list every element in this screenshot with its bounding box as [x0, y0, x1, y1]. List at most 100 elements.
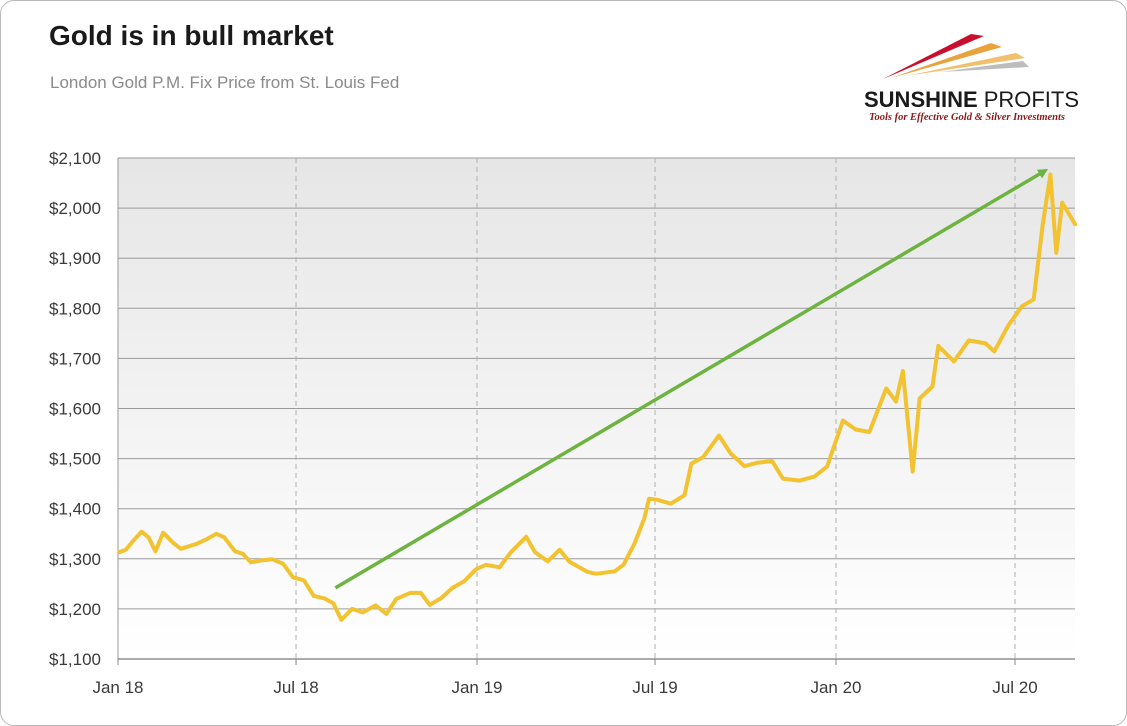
data-point: [332, 602, 335, 605]
data-point: [993, 350, 996, 353]
data-point: [1055, 251, 1058, 254]
y-tick-label: $1,100: [49, 650, 101, 669]
x-tick-label: Jul 19: [632, 678, 677, 697]
data-point: [195, 543, 198, 545]
data-point: [250, 561, 252, 564]
logo-tagline: Tools for Effective Gold & Silver Invest…: [869, 112, 1065, 123]
data-point: [690, 462, 693, 465]
data-point: [937, 345, 940, 347]
y-tick-label: $1,900: [49, 249, 101, 268]
grid: [117, 157, 1075, 660]
data-point: [718, 434, 720, 437]
chart-title: Gold is in bull market: [49, 20, 334, 51]
data-point: [534, 551, 536, 554]
data-point: [730, 452, 732, 455]
data-point: [261, 559, 264, 562]
data-point: [622, 564, 625, 566]
data-point: [1074, 223, 1076, 225]
data-point: [868, 431, 871, 433]
x-axis: Jan 18 Jul 18 Jan 19 Jul 19 Jan 20 Jul 20: [92, 658, 1075, 697]
data-point: [643, 517, 645, 520]
data-point: [885, 387, 887, 390]
logo-wordmark: SUNSHINE PROFITS: [864, 87, 1079, 112]
y-tick-label: $1,400: [49, 500, 101, 519]
data-point: [558, 549, 561, 551]
data-point: [509, 552, 512, 554]
data-point: [1032, 298, 1035, 301]
data-point: [409, 592, 411, 594]
data-point: [125, 549, 127, 551]
data-point: [351, 608, 353, 610]
y-tick-label: $1,800: [49, 299, 101, 318]
data-point: [656, 498, 658, 501]
data-point: [234, 550, 236, 553]
data-point: [118, 551, 120, 554]
data-point: [1041, 225, 1044, 227]
data-point: [180, 548, 182, 550]
data-point: [757, 461, 760, 464]
data-point: [743, 465, 746, 467]
chart-subtitle: London Gold P.M. Fix Price from St. Loui…: [50, 73, 399, 92]
data-point: [1061, 201, 1063, 204]
data-point: [132, 540, 134, 543]
data-point: [206, 538, 209, 540]
y-tick-label: $1,200: [49, 600, 101, 619]
data-point: [525, 536, 527, 538]
data-point: [782, 477, 784, 480]
data-point: [312, 595, 315, 597]
data-point: [826, 465, 828, 468]
y-axis: $1,100 $1,200 $1,300 $1,400 $1,500 $1,600 $1,7…: [49, 149, 101, 669]
data-point: [140, 530, 143, 533]
data-point: [953, 360, 955, 363]
data-point: [303, 579, 305, 582]
data-point: [172, 542, 174, 544]
y-tick-label: $1,500: [49, 450, 101, 469]
data-point: [485, 564, 487, 566]
data-point: [902, 370, 904, 372]
annotations-layer: [334, 169, 1049, 590]
data-point: [595, 573, 597, 575]
data-point: [429, 604, 431, 606]
data-point: [633, 543, 636, 545]
data-point: [162, 531, 164, 534]
data-point: [154, 550, 157, 553]
data-point: [451, 587, 454, 589]
data-point: [798, 479, 801, 482]
data-point: [282, 563, 285, 565]
x-tick-label: Jul 18: [273, 678, 318, 697]
data-point: [215, 533, 218, 535]
data-point: [931, 385, 934, 388]
logo-ray-grey: [941, 61, 1029, 72]
data-point: [984, 342, 987, 345]
sunshine-profits-logo: SUNSHINE PROFITS Tools for Effective Gold…: [864, 34, 1079, 123]
data-point: [362, 611, 364, 614]
data-point: [771, 460, 773, 462]
data-point: [1021, 305, 1023, 308]
data-point: [420, 592, 422, 594]
y-tick-label: $1,700: [49, 349, 101, 368]
data-point: [968, 339, 970, 342]
data-point: [547, 560, 549, 563]
data-point: [911, 470, 914, 473]
y-tick-label: $1,600: [49, 400, 101, 419]
data-point: [683, 494, 686, 497]
series-layer: [117, 172, 1077, 622]
data-point: [586, 571, 588, 573]
data-point: [374, 604, 377, 607]
data-point: [854, 428, 857, 431]
data-point: [147, 536, 150, 539]
data-point: [498, 566, 501, 569]
logo-ray-orange: [891, 43, 1002, 78]
logo-ray-red: [883, 34, 984, 79]
data-point: [385, 613, 388, 615]
data-point: [440, 597, 443, 599]
x-tick-label: Jan 20: [810, 678, 861, 697]
x-tick-label: Jan 18: [92, 678, 143, 697]
y-tick-label: $2,000: [49, 199, 101, 218]
data-point: [895, 400, 897, 403]
x-tick-label: Jan 19: [451, 678, 502, 697]
data-point: [918, 397, 921, 400]
data-point: [188, 545, 190, 548]
